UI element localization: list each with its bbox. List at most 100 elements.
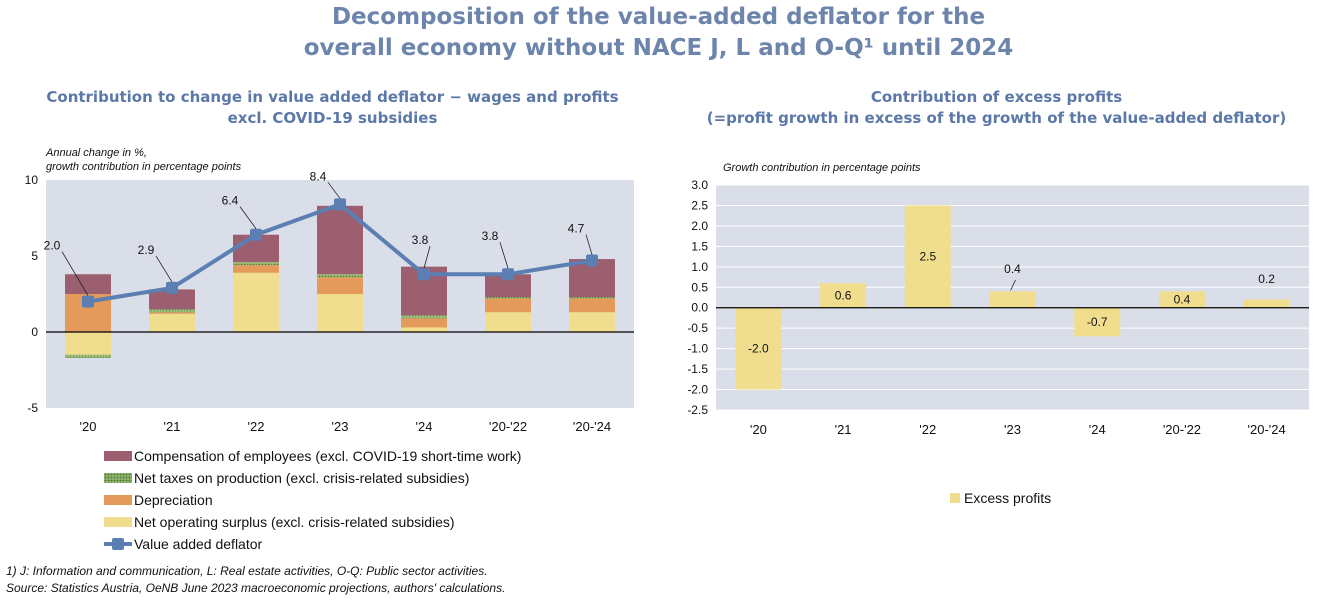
x-tick-label: '21 [164,419,181,434]
data-label-leader [499,242,509,269]
stacked-bar-segment [401,318,447,328]
footnote-line-1: 1) J: Information and communication, L: … [6,564,488,578]
data-label-leader [239,206,257,229]
left-chart-title-line-1: Contribution to change in value added de… [46,88,619,106]
x-tick-label: '23 [1004,422,1021,437]
y-tick-label: 0.5 [691,280,708,294]
stacked-bar-segment [233,262,279,266]
y-tick-label: 1.5 [691,239,708,253]
y-tick-label: -5 [27,401,38,415]
x-tick-label: '20-'22 [489,419,527,434]
main-title-line-2: overall economy without NACE J, L and O-… [303,35,1014,61]
y-tick-label: 5 [31,249,38,263]
x-tick-label: '24 [1089,422,1106,437]
legend-label-compensation: Compensation of employees (excl. COVID-1… [134,448,522,464]
y-tick-label: 0 [31,325,38,339]
x-tick-label: '23 [332,419,349,434]
data-label: 2.5 [919,250,936,264]
right-chart: -2.5 -2.0 -1.5 -1.0 -0.5 0.0 0.5 1.0 1.5 2.0 2.5 3.… [687,178,1309,437]
stacked-bar-segment [317,274,363,278]
stacked-bar-segment [149,289,195,310]
data-label: 6.4 [222,194,239,208]
x-tick-label: '20 [80,419,97,434]
right-chart-title-line-1: Contribution of excess profits [870,88,1123,106]
data-label: 0.2 [1258,272,1275,286]
stacked-bar-segment [317,277,363,294]
left-chart-title: Contribution to change in value added de… [0,87,665,129]
data-label: 0.4 [1174,293,1191,307]
stacked-bar-segment [569,297,615,299]
excess-profit-bar [1243,299,1290,308]
data-label: 2.9 [138,243,155,257]
stacked-bar-segment [65,274,111,294]
y-tick-label: 3.0 [691,178,708,192]
y-tick-label: -0.5 [687,321,708,335]
stacked-bar-segment [485,312,531,332]
data-label: -0.7 [1087,315,1108,329]
footnote-source: Source: Statistics Austria, OeNB June 20… [6,581,506,595]
legend-swatch-net-operating-surplus [104,517,132,527]
right-chart-title-line-2: (=profit growth in excess of the growth … [706,109,1287,127]
stacked-bar-segment [317,294,363,332]
deflator-point [502,268,514,281]
data-label: 3.8 [412,233,429,247]
data-label: 3.8 [482,229,499,243]
stacked-bar-segment [485,298,531,313]
left-chart-title-line-2: excl. COVID-19 subsidies [227,109,438,127]
stacked-bar-segment [65,332,111,355]
legend-label-net-taxes: Net taxes on production (excl. crisis-re… [134,470,470,486]
x-tick-label: '21 [835,422,852,437]
stacked-bar-segment [149,313,195,332]
data-label: 2.0 [44,239,61,253]
legend-label-net-operating-surplus: Net operating surplus (excl. crisis-rela… [134,514,455,530]
stacked-bar-segment [401,315,447,319]
data-label: 0.4 [1004,262,1021,276]
stacked-bar-segment [149,312,195,314]
legend-swatch-depreciation [104,495,132,505]
data-label-leader [327,182,341,199]
deflator-point [334,198,346,211]
excess-profit-bar [989,291,1036,308]
deflator-point [418,268,430,281]
stacked-bar-segment [485,297,531,299]
y-tick-label: 10 [25,173,39,187]
y-tick-label: -1.0 [687,342,708,356]
y-tick-label: -1.5 [687,362,708,376]
x-tick-label: '20-'24 [1248,422,1286,437]
y-tick-label: -2.5 [687,403,708,417]
data-label: 8.4 [310,169,327,183]
legend-label-excess-profits: Excess profits [964,490,1052,506]
excess-profit-bar [1158,291,1205,308]
stacked-bar-segment [401,327,447,332]
main-title-line-1: Decomposition of the value-added deflato… [331,4,986,30]
legend-label-value-added-deflator: Value added deflator [134,536,263,552]
right-chart-title: Contribution of excess profits (=profit … [676,87,1317,129]
left-axis-note: Annual change in %, growth contribution … [46,146,241,174]
stacked-bar-segment [233,272,279,332]
legend-swatch-value-added-deflator [104,538,132,550]
x-tick-label: '20 [750,422,767,437]
stacked-bar-segment [569,298,615,313]
stacked-bar-segment [233,265,279,273]
stacked-bar-segment [569,312,615,332]
y-tick-label: 0.0 [691,301,708,315]
stacked-bar-segment [149,309,195,313]
legend-label-depreciation: Depreciation [134,492,213,508]
data-label-leader [423,246,431,269]
data-label-leader [155,255,173,283]
stacked-bar-segment [485,274,531,298]
data-label-leader [1010,279,1016,291]
x-tick-label: '20-'24 [573,419,611,434]
data-label: 0.6 [835,288,852,302]
excess-profit-bar [904,205,951,308]
main-title: Decomposition of the value-added deflato… [0,2,1317,64]
excess-profit-bar [735,307,782,390]
deflator-point [166,281,178,294]
y-tick-label: 1.0 [691,260,708,274]
stacked-bar-segment [65,354,111,358]
right-axis-note: Growth contribution in percentage points [723,162,921,174]
legend-swatch-compensation [104,451,132,461]
legend-swatch-net-taxes [104,473,132,483]
data-label: -2.0 [748,342,769,356]
x-tick-label: '22 [248,419,265,434]
